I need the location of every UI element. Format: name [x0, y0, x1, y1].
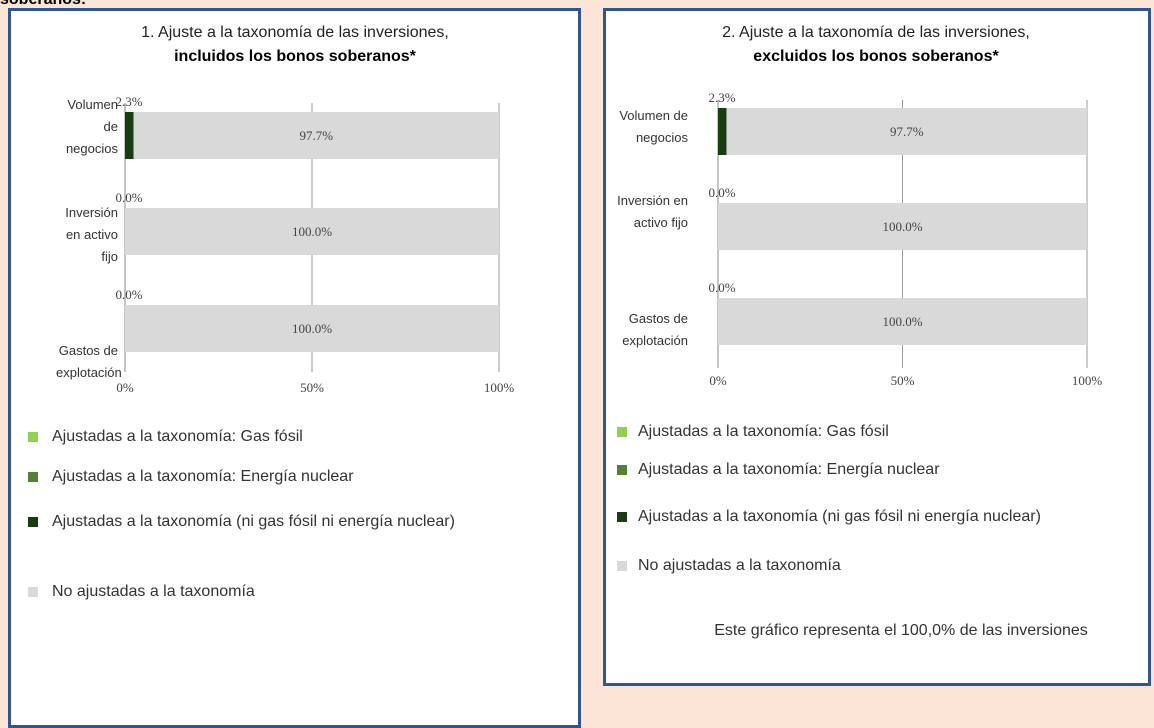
bar-segment	[133, 112, 500, 159]
legend-swatch	[617, 465, 627, 475]
value-label: 100.0%	[882, 313, 923, 329]
legend-label: Ajustadas a la taxonomía: Gas fósil	[52, 428, 303, 445]
value-label: 0.0%	[115, 190, 143, 205]
value-label: 0.0%	[115, 287, 143, 302]
value-label: 97.7%	[889, 123, 924, 139]
legend-label: No ajustadas a la taxonomía	[638, 557, 841, 574]
bar-segment	[718, 203, 1087, 250]
bar-segment	[718, 108, 727, 155]
heading: soberanos:	[0, 0, 86, 9]
y-tick-label: Inversión en activo fijo	[65, 205, 118, 264]
value-label: 0.0%	[708, 280, 736, 295]
bar-segment	[125, 112, 134, 159]
y-tick-label: Inversión en activo fijo	[617, 193, 688, 230]
bar-segment	[125, 208, 499, 255]
chart-title: 1. Ajuste a la taxonomía de las inversio…	[141, 24, 449, 41]
legend-swatch	[617, 561, 627, 571]
value-label: 97.7%	[299, 127, 334, 143]
legend-label: No ajustadas a la taxonomía	[52, 583, 255, 600]
bar-segment	[718, 298, 1087, 345]
legend-swatch	[28, 432, 38, 442]
value-label: 0.0%	[708, 185, 736, 200]
chart-subtitle: incluidos los bonos soberanos*	[174, 48, 416, 65]
note: Este gráfico representa el 100,0% de las…	[714, 622, 1088, 639]
value-label: 2.3%	[115, 94, 143, 109]
legend-label: Ajustadas a la taxonomía: Energía nuclea…	[638, 461, 940, 478]
chart-title: 2. Ajuste a la taxonomía de las inversio…	[722, 24, 1030, 41]
bar-segment	[726, 108, 1087, 155]
legend-label: Ajustadas a la taxonomía: Energía nuclea…	[52, 468, 354, 485]
x-tick-label: 50%	[300, 380, 324, 395]
legend-swatch	[28, 472, 38, 482]
x-tick-label: 100%	[483, 380, 515, 395]
value-label: 2.3%	[708, 90, 736, 105]
x-tick-label: 0%	[116, 380, 134, 395]
y-tick-label: Volumen de negocios	[619, 108, 688, 145]
legend-label: Ajustadas a la taxonomía (ni gas fósil n…	[638, 508, 1041, 525]
bar-segment	[125, 305, 499, 352]
legend-label: Ajustadas a la taxonomía (ni gas fósil n…	[52, 513, 455, 530]
x-tick-label: 50%	[890, 373, 915, 388]
legend-swatch	[617, 512, 627, 522]
y-tick-label: Gastos de explotación	[56, 343, 122, 380]
y-tick-label: Gastos de explotación	[622, 311, 688, 348]
y-tick-label: Volumen de negocios	[65, 97, 118, 156]
x-tick-label: 100%	[1071, 373, 1103, 388]
value-label: 100.0%	[882, 218, 923, 234]
legend-swatch	[617, 427, 627, 437]
x-tick-label: 0%	[709, 373, 727, 388]
legend-swatch	[28, 517, 38, 527]
legend-swatch	[28, 587, 38, 597]
value-label: 100.0%	[291, 320, 333, 336]
value-label: 100.0%	[291, 223, 333, 239]
chart-subtitle: excluidos los bonos soberanos*	[753, 48, 999, 65]
legend-label: Ajustadas a la taxonomía: Gas fósil	[638, 423, 889, 440]
